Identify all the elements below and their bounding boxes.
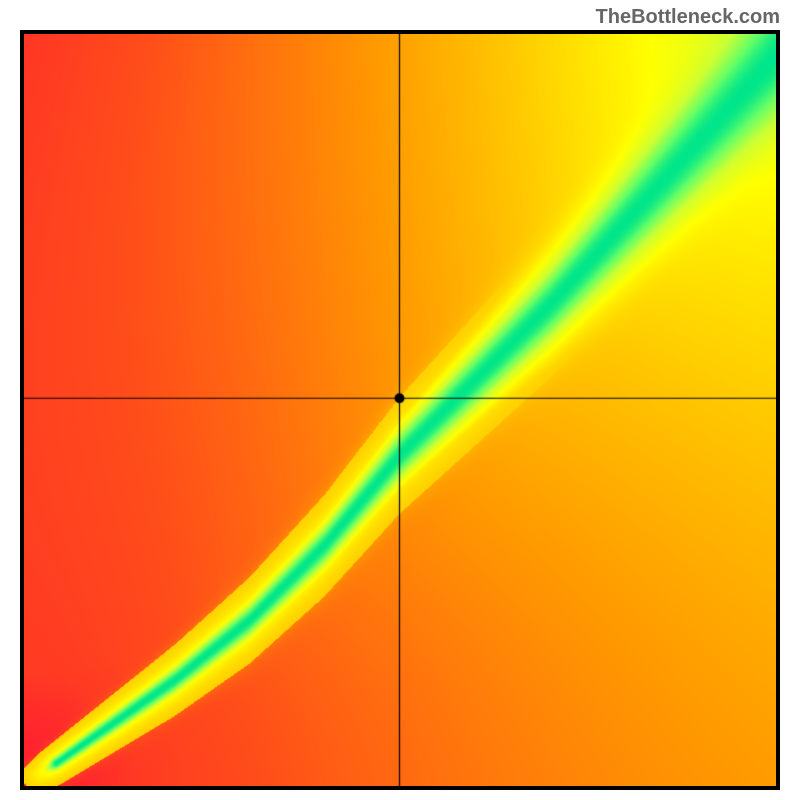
- watermark-text: TheBottleneck.com: [596, 6, 780, 29]
- heatmap-canvas: [24, 34, 776, 786]
- chart-area: [20, 30, 780, 790]
- chart-container: TheBottleneck.com: [0, 0, 800, 800]
